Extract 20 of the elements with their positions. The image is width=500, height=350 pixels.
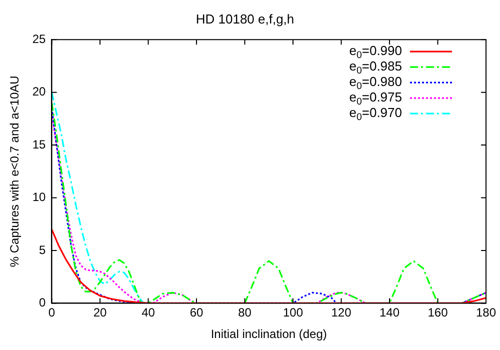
line-series: [52, 92, 144, 304]
y-axis-title: % Captures with e<0.7 and a<10AU: [8, 76, 22, 268]
x-tick-label: 40: [142, 306, 156, 320]
x-axis-title: Initial inclination (deg): [210, 327, 327, 342]
y-tick-label: 25: [32, 32, 46, 46]
x-tick-label: 160: [428, 306, 448, 320]
x-tick-label: 80: [238, 306, 252, 320]
y-tick-label: 20: [32, 84, 46, 99]
x-tick-label: 20: [93, 306, 107, 320]
x-tick-label: 100: [282, 306, 304, 320]
chart-title: HD 10180 e,f,g,h: [196, 11, 294, 26]
x-tick-label: 120: [331, 306, 352, 320]
y-tick-label: 5: [39, 242, 46, 257]
y-tick-label: 10: [32, 190, 46, 204]
x-tick-label: 0: [48, 306, 56, 320]
x-tick-label: 180: [476, 306, 496, 320]
y-tick-label: 15: [32, 137, 46, 152]
x-tick-label: 60: [190, 306, 204, 320]
y-tick-label: 0: [39, 296, 46, 310]
x-tick-label: 140: [379, 306, 400, 320]
